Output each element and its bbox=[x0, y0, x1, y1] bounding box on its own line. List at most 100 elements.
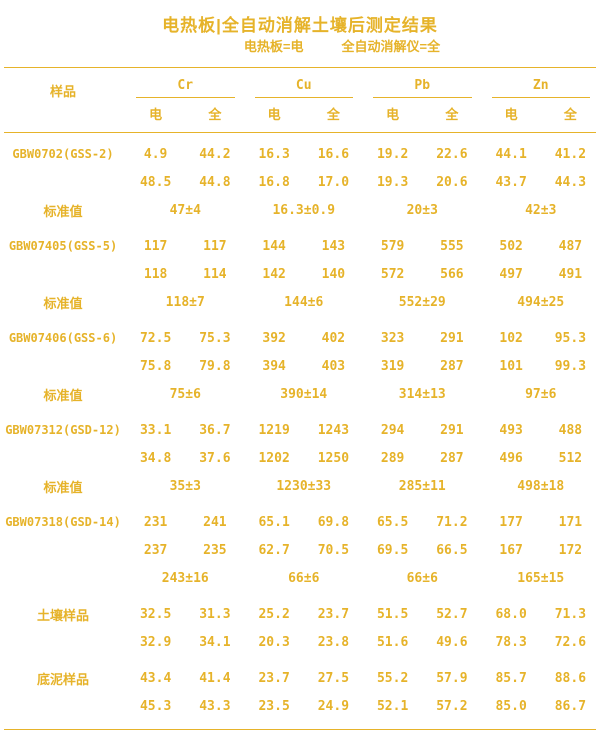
element-header-pb: Pb bbox=[373, 78, 472, 98]
table-row: 48.5 44.8 16.8 17.0 19.3 20.6 43.7 44.3 bbox=[0, 168, 600, 196]
standard-value: 35±3 bbox=[169, 478, 201, 494]
element-group-cell: 19.2 22.6 bbox=[363, 147, 482, 162]
data-cell: 33.1 bbox=[139, 422, 172, 438]
table-row: GBW07406(GSS-6) 72.5 75.3 392 402 323 291 102 95… bbox=[0, 324, 600, 352]
data-cell: 45.3 bbox=[139, 698, 172, 714]
element-group-cell: 43.7 44.3 bbox=[482, 175, 600, 190]
data-cell: 118 bbox=[143, 266, 168, 282]
standard-value: 66±6 bbox=[288, 570, 320, 586]
element-group-cell: 579 555 bbox=[363, 239, 482, 254]
element-group-cell: 144±6 bbox=[245, 295, 364, 310]
data-cell: 99.3 bbox=[554, 358, 587, 374]
data-cell: 72.5 bbox=[139, 330, 172, 346]
element-group-cell: 52.1 57.2 bbox=[363, 699, 482, 714]
data-cell: 287 bbox=[440, 450, 464, 466]
header-top-rule bbox=[4, 67, 596, 68]
standard-row: 标准值 118±7 144±6 552±29 494±25 bbox=[0, 288, 600, 316]
data-cell: 291 bbox=[440, 422, 464, 438]
table-row: 237 235 62.7 70.5 69.5 66.5 167 172 bbox=[0, 536, 600, 564]
data-cell: 95.3 bbox=[554, 330, 587, 346]
data-cell: 25.2 bbox=[258, 606, 290, 622]
sample-name: 土壤样品 bbox=[36, 607, 89, 623]
element-group-cell: 498±18 bbox=[482, 479, 600, 494]
element-group-cell: 85.0 86.7 bbox=[482, 699, 600, 714]
element-group-cell: 4.9 44.2 bbox=[126, 147, 245, 162]
element-group-cell: 177 171 bbox=[482, 515, 600, 530]
table-body: GBW0702(GSS-2) 4.9 44.2 16.3 16.6 19.2 22.6 44.… bbox=[0, 133, 600, 720]
data-cell: 493 bbox=[499, 422, 523, 438]
element-group-cell: 72.5 75.3 bbox=[126, 331, 245, 346]
element-group-cell: 285±11 bbox=[363, 479, 482, 494]
element-group-cell: 1230±33 bbox=[245, 479, 364, 494]
element-group-cr: Cr 电 全 bbox=[126, 78, 245, 132]
standard-value: 1230±33 bbox=[276, 478, 332, 494]
standard-value: 16.3±0.9 bbox=[272, 202, 336, 218]
data-cell: 71.3 bbox=[554, 606, 587, 622]
data-cell: 117 bbox=[203, 238, 227, 254]
data-cell: 19.2 bbox=[376, 146, 409, 162]
data-cell: 140 bbox=[321, 266, 346, 282]
standard-label: 标准值 bbox=[43, 387, 83, 403]
element-group-cell: 55.2 57.9 bbox=[363, 671, 482, 686]
data-cell: 403 bbox=[321, 358, 346, 374]
data-cell: 23.7 bbox=[258, 670, 290, 686]
data-cell: 34.1 bbox=[199, 634, 231, 650]
data-cell: 101 bbox=[499, 358, 523, 374]
data-cell: 287 bbox=[440, 358, 464, 374]
data-cell: 52.1 bbox=[376, 698, 409, 714]
standard-value: 97±6 bbox=[525, 386, 557, 402]
data-cell: 62.7 bbox=[258, 542, 290, 558]
data-cell: 142 bbox=[262, 266, 286, 282]
table-section: GBW07312(GSD-12) 33.1 36.7 1219 1243 294 291 49… bbox=[0, 416, 600, 500]
data-cell: 497 bbox=[499, 266, 523, 282]
data-cell: 41.2 bbox=[554, 146, 587, 162]
element-group-cell: 16.3 16.6 bbox=[245, 147, 364, 162]
element-group-cell: 494±25 bbox=[482, 295, 600, 310]
data-cell: 44.3 bbox=[554, 174, 587, 190]
standard-label: 标准值 bbox=[43, 203, 83, 219]
data-cell: 43.4 bbox=[139, 670, 172, 686]
data-cell: 20.6 bbox=[436, 174, 468, 190]
element-group-cell: 65.1 69.8 bbox=[245, 515, 364, 530]
table-section: GBW07405(GSS-5) 117 117 144 143 579 555 502 487 1… bbox=[0, 232, 600, 316]
data-cell: 43.3 bbox=[199, 698, 231, 714]
element-group-cell: 390±14 bbox=[245, 387, 364, 402]
data-cell: 44.2 bbox=[199, 146, 231, 162]
element-group-cell: 44.1 41.2 bbox=[482, 147, 600, 162]
data-cell: 143 bbox=[321, 238, 346, 254]
data-cell: 144 bbox=[262, 238, 286, 254]
sample-name: GBW0702(GSS-2) bbox=[12, 147, 114, 161]
element-group-cell: 48.5 44.8 bbox=[126, 175, 245, 190]
table-row: 75.8 79.8 394 403 319 287 101 99.3 bbox=[0, 352, 600, 380]
data-cell: 402 bbox=[321, 330, 346, 346]
data-cell: 1243 bbox=[317, 422, 350, 438]
data-cell: 52.7 bbox=[436, 606, 468, 622]
element-group-cell: 19.3 20.6 bbox=[363, 175, 482, 190]
data-cell: 572 bbox=[380, 266, 405, 282]
standard-value: 243±16 bbox=[161, 570, 209, 586]
legend: 电热板=电 全自动消解仪=全 bbox=[42, 36, 600, 55]
data-cell: 27.5 bbox=[317, 670, 350, 686]
element-group-cell: 237 235 bbox=[126, 543, 245, 558]
element-group-cell: 16.3±0.9 bbox=[245, 203, 364, 218]
data-cell: 65.1 bbox=[258, 514, 290, 530]
data-cell: 496 bbox=[499, 450, 523, 466]
subheader-cr-dian: 电 bbox=[149, 107, 163, 122]
element-group-cell: 68.0 71.3 bbox=[482, 607, 600, 622]
element-group-cell: 20±3 bbox=[363, 203, 482, 218]
element-group-cell: 323 291 bbox=[363, 331, 482, 346]
element-group-cell: 25.2 23.7 bbox=[245, 607, 364, 622]
element-group-cell: 32.5 31.3 bbox=[126, 607, 245, 622]
standard-value: 552±29 bbox=[398, 294, 446, 310]
data-cell: 235 bbox=[203, 542, 227, 558]
data-cell: 102 bbox=[499, 330, 523, 346]
element-group-cell: 51.6 49.6 bbox=[363, 635, 482, 650]
standard-value: 314±13 bbox=[398, 386, 446, 402]
data-cell: 78.3 bbox=[495, 634, 527, 650]
element-group-cell: 243±16 bbox=[126, 571, 245, 586]
element-group-cell: 167 172 bbox=[482, 543, 600, 558]
data-cell: 19.3 bbox=[376, 174, 409, 190]
data-cell: 237 bbox=[143, 542, 168, 558]
standard-value: 494±25 bbox=[517, 294, 565, 310]
element-group-cell: 32.9 34.1 bbox=[126, 635, 245, 650]
